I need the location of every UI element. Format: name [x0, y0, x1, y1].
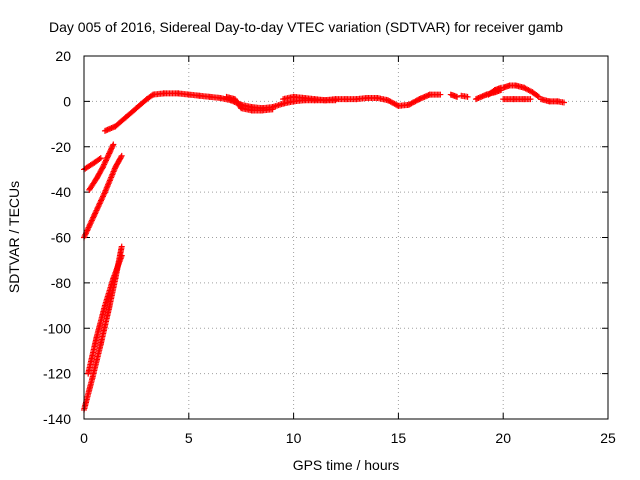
x-axis-label: GPS time / hours	[293, 457, 400, 473]
data-point	[118, 152, 125, 159]
chart-title: Day 005 of 2016, Sidereal Day-to-day VTE…	[49, 19, 563, 35]
x-tick-label: 10	[286, 430, 302, 446]
data-point	[148, 92, 155, 99]
data-points	[81, 82, 567, 413]
data-point	[104, 153, 111, 160]
y-tick-label: -60	[51, 230, 71, 246]
y-tick-label: -140	[43, 411, 71, 427]
data-point	[96, 156, 103, 163]
data-point	[100, 162, 107, 169]
data-point	[101, 160, 108, 167]
data-point	[118, 154, 125, 161]
x-tick-label: 25	[600, 430, 616, 446]
y-tick-label: -120	[43, 366, 71, 382]
data-point	[110, 141, 117, 148]
data-point	[332, 97, 339, 104]
data-point	[99, 165, 106, 172]
data-point	[103, 157, 110, 164]
y-tick-label: -100	[43, 320, 71, 336]
data-point	[454, 93, 461, 100]
y-tick-label: -20	[51, 139, 71, 155]
y-tick-label: 20	[55, 48, 71, 64]
y-axis-ticks: -140 -120 -100 -80 -60 -40 -20 0 20	[43, 48, 608, 427]
grid-lines	[84, 56, 608, 419]
data-point	[104, 154, 111, 161]
data-point	[534, 92, 541, 99]
x-tick-label: 15	[391, 430, 407, 446]
y-tick-label: -40	[51, 184, 71, 200]
data-point	[97, 155, 104, 162]
data-point	[415, 96, 422, 103]
data-point	[101, 161, 108, 168]
data-point	[269, 106, 276, 113]
x-axis-ticks: 0 5 10 15 20 25	[80, 56, 616, 446]
data-point	[118, 252, 125, 259]
x-tick-label: 20	[495, 430, 511, 446]
data-point	[105, 151, 112, 158]
data-point	[560, 99, 567, 106]
y-tick-label: -80	[51, 275, 71, 291]
x-tick-label: 5	[185, 430, 193, 446]
y-axis-label: SDTVAR / TECUs	[6, 181, 22, 293]
data-point	[437, 91, 444, 98]
plot-frame	[83, 55, 609, 420]
x-tick-label: 0	[80, 430, 88, 446]
data-point	[103, 156, 110, 163]
data-point	[464, 93, 471, 100]
data-point	[102, 158, 109, 165]
y-tick-label: 0	[63, 93, 71, 109]
data-point	[527, 96, 534, 103]
data-point	[118, 243, 125, 250]
data-point	[99, 164, 106, 171]
